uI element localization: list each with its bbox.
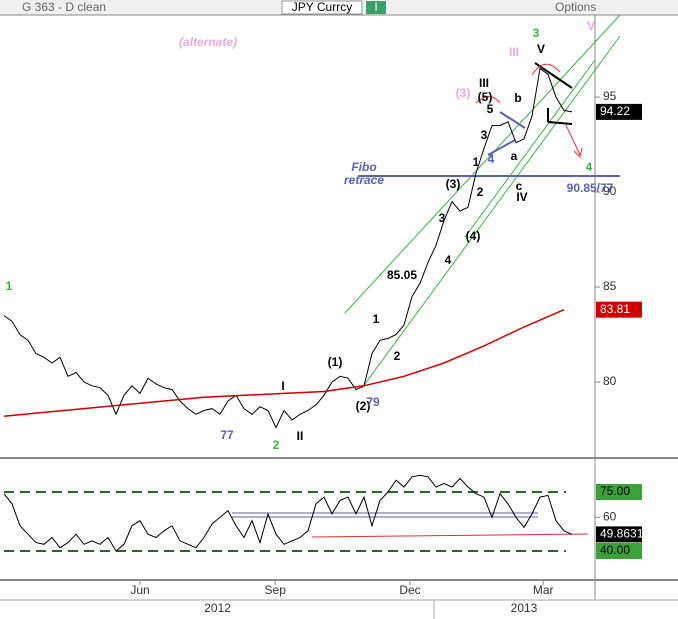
annotation: (3) [446,177,461,191]
y-tick-label: 60 [603,509,617,523]
series-line [3,309,565,417]
wedge-line [487,139,516,156]
x-tick-label: Sep [265,583,287,597]
annotation: 79 [366,395,380,409]
triangle-line [547,121,573,125]
annotation: 3 [533,26,540,40]
annotation: 3 [481,128,488,142]
y-tick-label: 95 [603,89,617,103]
level-label-box [596,484,642,501]
annotation: 2 [394,349,401,363]
level-label: 40.00 [600,543,630,557]
rsi-label: 49.8631 [600,527,644,541]
annotation: 4 [445,253,452,267]
price-label-box [596,103,642,120]
annotation: 1 [6,279,13,293]
x-tick-label: Mar [533,583,554,597]
wedge-line [499,111,526,129]
level-label: 75.00 [600,484,630,498]
annotation: II [297,429,304,443]
annotation: b [514,91,521,105]
annotation: Fibo [351,160,376,174]
ma-label-box [596,301,642,318]
ma-label: 83.81 [600,302,630,316]
arrow [565,124,583,158]
annotation: a [511,149,518,163]
annotation: IV [516,190,527,204]
annotation: (5) [478,90,493,104]
annotation: (alternate) [179,35,237,49]
channel-line [464,59,596,238]
symbol[interactable]: JPY Currcy [292,0,352,14]
annotation: I [281,379,284,393]
series-line [3,67,573,429]
annotation: 3 [439,211,446,225]
channel-line [361,35,621,389]
annotation: (2) [356,399,371,413]
annotation: 1 [473,155,480,169]
annotation: III [509,45,519,59]
annotation: (4) [466,229,481,243]
annotation: V [537,42,545,56]
annotation: 2 [477,185,484,199]
annotation: 1 [373,312,380,326]
year-label: 2013 [511,601,538,615]
level-label-box [596,543,642,560]
year-label: 2012 [204,601,231,615]
triangle-line [534,62,573,89]
annotation: 85.05 [387,268,417,282]
annotation: (1) [328,355,343,369]
options[interactable]: Options [555,0,596,14]
annotation: retrace [344,173,384,187]
rsi-line [311,533,589,538]
price-label: 94.22 [600,104,630,118]
header-left: G 363 - D clean [22,0,106,14]
y-tick-label: 80 [603,374,617,388]
annotation: 4 [488,152,495,166]
annotation: 4 [586,160,593,174]
annotation: 2 [273,438,280,452]
x-tick-label: Jun [130,583,149,597]
rsi-label-box [596,526,642,543]
annotation: (3) [456,86,471,100]
y-tick-label: 85 [603,279,617,293]
interval-box[interactable] [366,1,386,14]
channel-line [344,14,621,314]
symbol-box[interactable] [281,0,363,15]
annotation: 77 [220,428,234,442]
y-tick-label: 90 [603,184,617,198]
arc [531,63,561,76]
arc [475,96,501,104]
annotation: c [516,179,523,193]
annotation: III [479,76,489,90]
annotation: V [587,19,595,33]
annotation: 5 [487,102,494,116]
interval[interactable]: I [374,0,377,14]
series-line [3,474,573,552]
annotation: 90.85/77 [567,181,614,195]
x-tick-label: Dec [399,583,420,597]
